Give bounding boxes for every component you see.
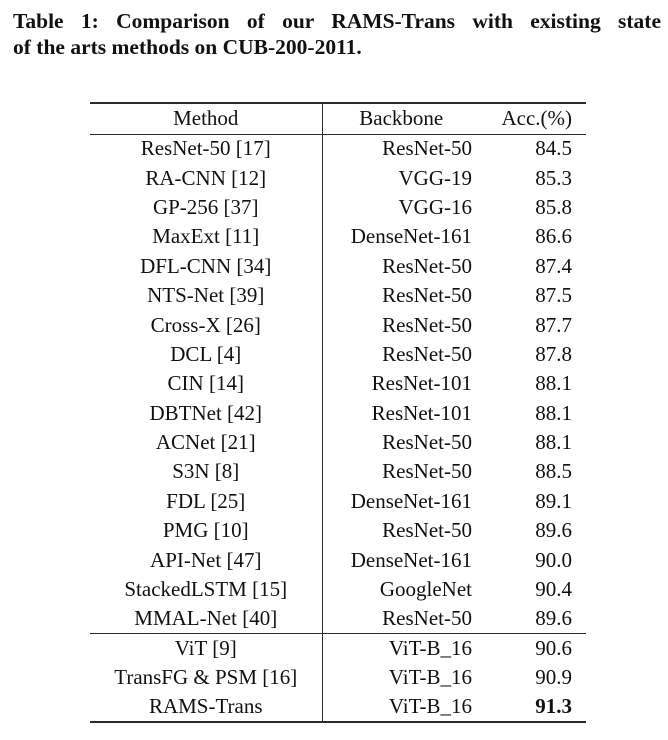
method-cell: TransFG & PSM [16] — [90, 663, 323, 693]
method-cell: MMAL-Net [40] — [90, 604, 323, 634]
table-row: Cross-X [26] ResNet-50 87.7 — [90, 310, 586, 340]
table-row: API-Net [47] DenseNet-161 90.0 — [90, 545, 586, 575]
method-cell: DFL-CNN [34] — [90, 251, 323, 281]
acc-cell: 87.4 — [535, 253, 572, 278]
acc-cell: 89.1 — [535, 488, 572, 513]
table-row: DCL [4] ResNet-50 87.8 — [90, 339, 586, 370]
backbone-cell: ResNet-50 — [382, 341, 472, 366]
col-header-backbone: Backbone — [322, 103, 480, 135]
table-row: GP-256 [37] VGG-16 85.8 — [90, 192, 586, 223]
method-cell: ResNet-50 [17] — [90, 134, 323, 164]
table-row: ViT [9] ViT-B_16 90.6 — [90, 633, 586, 664]
backbone-cell: ResNet-50 — [382, 459, 472, 484]
table-row: TransFG & PSM [16] ViT-B_16 90.9 — [90, 663, 586, 693]
backbone-cell: ViT-B_16 — [388, 665, 472, 690]
method-cell: DCL [4] — [90, 339, 323, 370]
table-row: CIN [14] ResNet-101 88.1 — [90, 369, 586, 399]
method-cell: StackedLSTM [15] — [90, 574, 323, 605]
method-cell: RAMS-Trans — [90, 692, 323, 722]
acc-cell: 88.1 — [535, 400, 572, 425]
method-cell: MaxExt [11] — [90, 222, 323, 252]
backbone-cell: ResNet-50 — [382, 606, 472, 631]
table-row: ACNet [21] ResNet-50 88.1 — [90, 427, 586, 458]
table-row: RA-CNN [12] VGG-19 85.3 — [90, 163, 586, 193]
table-caption-line2: of the arts methods on CUB-200-2011. — [13, 35, 362, 59]
method-cell: CIN [14] — [90, 369, 323, 399]
table-header-row: Method Backbone Acc.(%) — [90, 103, 586, 135]
acc-cell-best: 91.3 — [535, 694, 572, 719]
backbone-cell: DenseNet-161 — [350, 488, 472, 513]
acc-cell: 88.5 — [535, 459, 572, 484]
backbone-cell: ResNet-50 — [382, 253, 472, 278]
method-cell: GP-256 [37] — [90, 192, 323, 223]
acc-cell: 90.0 — [535, 547, 572, 572]
backbone-cell: VGG-16 — [398, 194, 473, 219]
table-row-rams-trans: RAMS-Trans ViT-B_16 91.3 — [90, 692, 586, 722]
backbone-cell: ViT-B_16 — [322, 633, 480, 664]
backbone-cell: ResNet-101 — [371, 371, 472, 396]
method-cell: PMG [10] — [90, 516, 323, 546]
table-row: MMAL-Net [40] ResNet-50 89.6 — [90, 604, 586, 634]
backbone-cell: ResNet-50 — [382, 312, 472, 337]
backbone-cell: ResNet-50 — [382, 430, 472, 455]
method-cell: ViT [9] — [90, 633, 323, 664]
table-row: MaxExt [11] DenseNet-161 86.6 — [90, 222, 586, 252]
table-row: DFL-CNN [34] ResNet-50 87.4 — [90, 251, 586, 281]
table-caption: Table 1: Comparison of our RAMS-Trans wi… — [13, 8, 661, 60]
acc-cell: 86.6 — [535, 224, 572, 249]
table-row: DBTNet [42] ResNet-101 88.1 — [90, 398, 586, 428]
acc-cell: 85.3 — [535, 165, 572, 190]
acc-cell: 90.6 — [480, 633, 586, 664]
acc-cell: 90.9 — [535, 665, 572, 690]
table-row: PMG [10] ResNet-50 89.6 — [90, 516, 586, 546]
backbone-cell: ResNet-101 — [371, 400, 472, 425]
method-cell: API-Net [47] — [90, 545, 323, 575]
acc-cell: 87.7 — [535, 312, 572, 337]
acc-cell: 89.6 — [535, 606, 572, 631]
method-cell: ACNet [21] — [90, 427, 323, 458]
method-cell: NTS-Net [39] — [90, 280, 323, 311]
backbone-cell: GoogleNet — [379, 577, 472, 602]
col-header-acc: Acc.(%) — [480, 103, 586, 135]
col-header-method: Method — [90, 103, 323, 135]
acc-cell: 85.8 — [535, 194, 572, 219]
table-caption-line1: Table 1: Comparison of our RAMS-Trans wi… — [13, 9, 661, 33]
acc-cell: 88.1 — [535, 371, 572, 396]
backbone-cell: ResNet-50 — [382, 518, 472, 543]
acc-cell: 84.5 — [535, 136, 572, 161]
backbone-cell: DenseNet-161 — [350, 547, 472, 572]
method-cell: Cross-X [26] — [90, 310, 323, 340]
table-row: StackedLSTM [15] GoogleNet 90.4 — [90, 574, 586, 605]
acc-cell: 89.6 — [535, 518, 572, 543]
backbone-cell: VGG-19 — [398, 165, 473, 190]
backbone-cell: ViT-B_16 — [388, 694, 472, 719]
backbone-cell: ResNet-50 — [382, 283, 472, 308]
acc-cell: 88.1 — [535, 430, 572, 455]
method-cell: S3N [8] — [90, 457, 323, 487]
table-row: FDL [25] DenseNet-161 89.1 — [90, 486, 586, 517]
method-cell: RA-CNN [12] — [90, 163, 323, 193]
backbone-cell: ResNet-50 — [382, 136, 472, 161]
acc-cell: 90.4 — [535, 577, 572, 602]
acc-cell: 87.5 — [535, 283, 572, 308]
method-cell: FDL [25] — [90, 486, 323, 517]
table-row: S3N [8] ResNet-50 88.5 — [90, 457, 586, 487]
method-cell: DBTNet [42] — [90, 398, 323, 428]
acc-cell: 87.8 — [535, 341, 572, 366]
comparison-table: Method Backbone Acc.(%) ResNet-50 [17] R… — [90, 102, 586, 723]
table-row: NTS-Net [39] ResNet-50 87.5 — [90, 280, 586, 311]
table-row: ResNet-50 [17] ResNet-50 84.5 — [90, 134, 586, 164]
backbone-cell: DenseNet-161 — [350, 224, 472, 249]
